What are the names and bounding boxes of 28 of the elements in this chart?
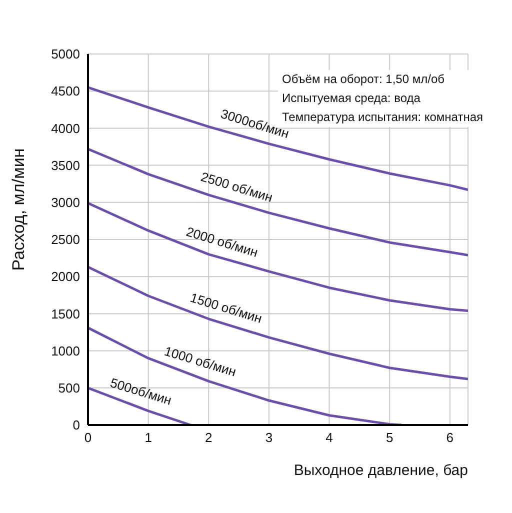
y-tick-label: 5000 — [51, 46, 80, 62]
x-tick-label: 4 — [326, 430, 333, 446]
y-tick-label: 1500 — [51, 306, 80, 322]
text: 1000 об/мин — [162, 343, 238, 380]
annotation: Объём на оборот: 1,50 мл/об — [282, 71, 446, 88]
x-tick-label: 2 — [205, 430, 212, 446]
y-tick-label: 4000 — [51, 120, 80, 136]
line-series — [88, 148, 468, 256]
line-series — [88, 326, 403, 425]
x-tick-label: 3 — [265, 430, 273, 446]
y-tick-label: 4500 — [51, 84, 80, 99]
y-tick-label: 3000 — [51, 195, 80, 210]
y-tick-label: 500 — [58, 380, 80, 396]
text: 2500 об/мин — [199, 168, 274, 206]
x-tick-label: 6 — [446, 430, 454, 446]
y-tick-label: 0 — [72, 418, 80, 433]
x-tick-label: 0 — [84, 430, 92, 446]
x-axis-title: Выходное давление, бар — [294, 462, 468, 479]
y-tick-label: 3500 — [51, 158, 80, 173]
text: 1500 об/мин — [188, 290, 264, 326]
y-axis-title: Расход, мл/мин — [9, 148, 28, 271]
annotation: Испытуемая среда: вода — [282, 90, 422, 107]
y-tick-label: 2000 — [51, 269, 80, 284]
x-tick-label: 5 — [386, 430, 394, 446]
y-tick-label: 1000 — [51, 343, 80, 358]
text: 2000 об/мин — [184, 224, 260, 260]
y-tick-label: 2500 — [51, 232, 80, 248]
x-tick-label: 1 — [144, 430, 152, 446]
